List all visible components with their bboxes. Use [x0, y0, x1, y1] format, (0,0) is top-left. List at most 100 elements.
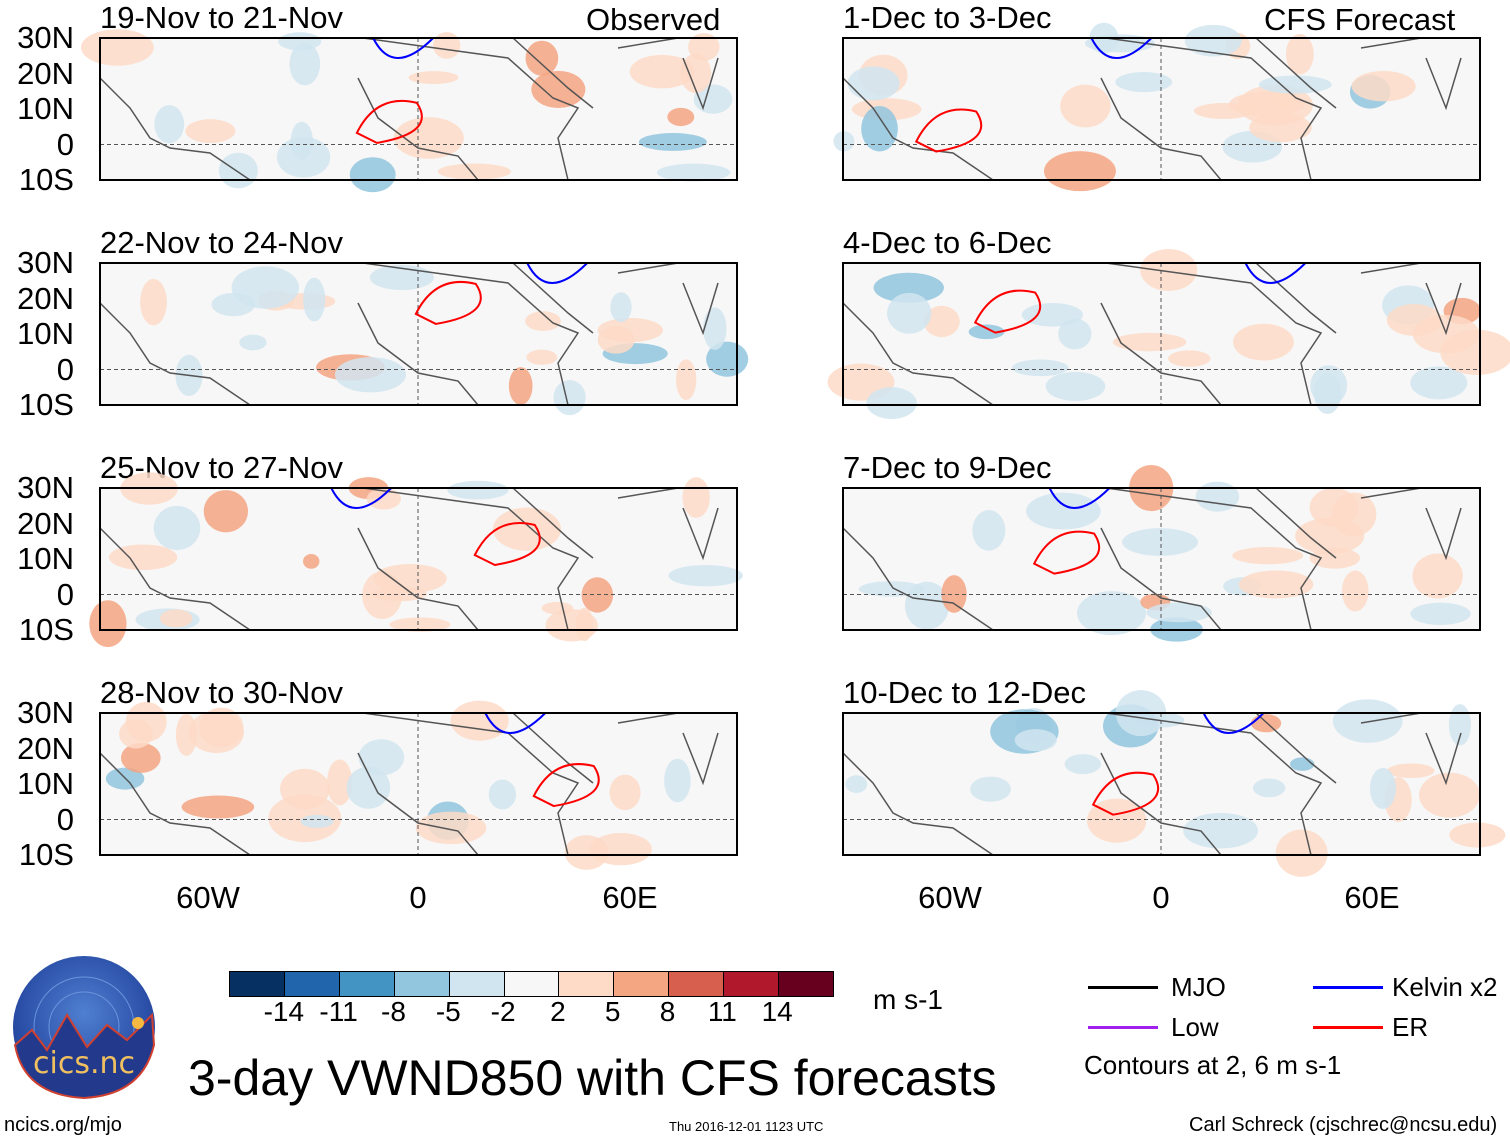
wind-anomaly-blob	[703, 307, 727, 351]
wind-anomaly-blob	[358, 739, 405, 776]
lon-label: 60E	[1344, 880, 1400, 915]
legend-label-low: Low	[1171, 1012, 1219, 1042]
lon-label: 60W	[176, 880, 240, 915]
wind-anomaly-blob	[1412, 553, 1463, 599]
colorbar-swatch	[778, 972, 833, 996]
colorbar-tick-label: 8	[659, 996, 676, 1027]
colorbar-tick-label: -11	[319, 996, 358, 1027]
wind-anomaly-blob	[218, 152, 258, 189]
wind-anomaly-blob	[362, 571, 403, 620]
lon-label: 0	[409, 880, 427, 915]
wind-anomaly-blob	[280, 768, 330, 810]
wind-anomaly-blob	[861, 106, 898, 152]
wind-anomaly-blob	[1332, 699, 1403, 743]
coastline	[842, 712, 1462, 856]
footer-timestamp: Thu 2016-12-01 1123 UTC	[669, 1119, 824, 1134]
panel-frame	[842, 487, 1481, 631]
panel-title: 7-Dec to 9-Dec	[843, 450, 1052, 485]
cics-logo: cics.nc	[12, 955, 157, 1100]
wind-anomaly-blob	[450, 700, 509, 741]
colorbar-swatch	[668, 972, 724, 996]
wind-anomaly-blob	[629, 54, 695, 89]
wind-anomaly-blob	[887, 292, 932, 334]
wind-anomaly-blob	[972, 510, 1006, 551]
panel-title: 28-Nov to 30-Nov	[100, 675, 343, 710]
panel-title: 10-Dec to 12-Dec	[843, 675, 1086, 710]
lat-label: 0	[56, 576, 74, 612]
footer-url[interactable]: ncics.org/mjo	[4, 1114, 122, 1136]
wind-anomaly-blob	[108, 544, 178, 571]
wind-anomaly-blob	[1168, 350, 1211, 367]
map-panel	[81, 29, 738, 193]
wind-anomaly-blob	[664, 758, 691, 803]
er-contour	[1032, 530, 1100, 575]
wind-anomaly-blob	[525, 40, 559, 76]
observed-header: Observed	[586, 2, 721, 37]
wind-anomaly-blob	[667, 107, 695, 127]
wind-anomaly-blob	[1351, 70, 1416, 102]
wind-anomaly-blob	[638, 133, 707, 151]
panel-title: 1-Dec to 3-Dec	[843, 0, 1052, 35]
wind-anomaly-blob	[656, 163, 731, 182]
legend-line-er	[1313, 1026, 1383, 1029]
wind-anomaly-blob	[609, 774, 641, 811]
wind-anomaly-blob	[239, 334, 267, 351]
wind-anomaly-blob	[1140, 248, 1198, 292]
wind-anomaly-blob	[1369, 767, 1397, 810]
panel-frame	[842, 37, 1481, 181]
coastline	[99, 712, 719, 856]
wind-anomaly-blob	[289, 42, 321, 86]
wind-anomaly-blob	[393, 117, 464, 159]
coastline	[842, 37, 1462, 181]
wind-anomaly-blob	[303, 553, 320, 569]
map-panel	[99, 700, 738, 870]
lat-label: 20N	[17, 280, 74, 316]
wind-anomaly-blob	[415, 811, 487, 845]
logo-text: cics.nc	[33, 1046, 135, 1081]
wind-anomaly-blob	[488, 779, 517, 810]
colorbar-swatch	[393, 972, 449, 996]
wind-anomaly-blob	[366, 488, 401, 510]
panel-title: 22-Nov to 24-Nov	[100, 225, 343, 260]
wind-anomaly-blob	[433, 32, 461, 59]
kelvin-contour	[484, 712, 547, 734]
wind-anomaly-blob	[140, 278, 167, 326]
wind-anomaly-blob	[553, 380, 586, 416]
wind-anomaly-blob	[300, 814, 334, 828]
legend-label-mjo: MJO	[1171, 972, 1226, 1002]
legend-line-kelvin	[1313, 986, 1383, 989]
panel-title: 4-Dec to 6-Dec	[843, 225, 1052, 260]
wind-anomaly-blob	[492, 507, 562, 551]
coastline	[842, 487, 1462, 631]
wind-anomaly-blob	[923, 305, 960, 338]
kelvin-contour	[1244, 262, 1307, 284]
lat-label: 0	[56, 351, 74, 387]
er-contour	[973, 289, 1042, 334]
colorbar-tick-label: 2	[550, 996, 566, 1027]
wind-anomaly-blob	[1449, 822, 1506, 848]
map-panel	[833, 22, 1481, 192]
colorbar	[229, 971, 834, 997]
legend-line-mjo	[1088, 986, 1158, 989]
panel-frame	[842, 712, 1481, 856]
lat-label: 10S	[18, 387, 74, 422]
colorbar-tick-label: 5	[604, 996, 621, 1027]
lat-label: 10N	[17, 766, 74, 801]
wind-anomaly-blob	[866, 387, 917, 420]
map-panel	[827, 248, 1510, 420]
wind-anomaly-blob	[1309, 488, 1359, 527]
er-contour	[1091, 771, 1159, 816]
map-panel	[99, 262, 749, 416]
wind-anomaly-blob	[845, 775, 868, 793]
lon-label: 60W	[918, 880, 982, 915]
coastline	[99, 487, 719, 631]
wind-anomaly-blob	[303, 277, 326, 322]
wind-anomaly-blob	[610, 292, 632, 323]
coastline	[99, 262, 719, 406]
panel-title: 19-Nov to 21-Nov	[100, 0, 343, 35]
wind-anomaly-blob	[1285, 33, 1314, 75]
wind-anomaly-blob	[1275, 829, 1328, 877]
wind-anomaly-blob	[120, 742, 161, 773]
lon-label: 60E	[602, 880, 658, 915]
